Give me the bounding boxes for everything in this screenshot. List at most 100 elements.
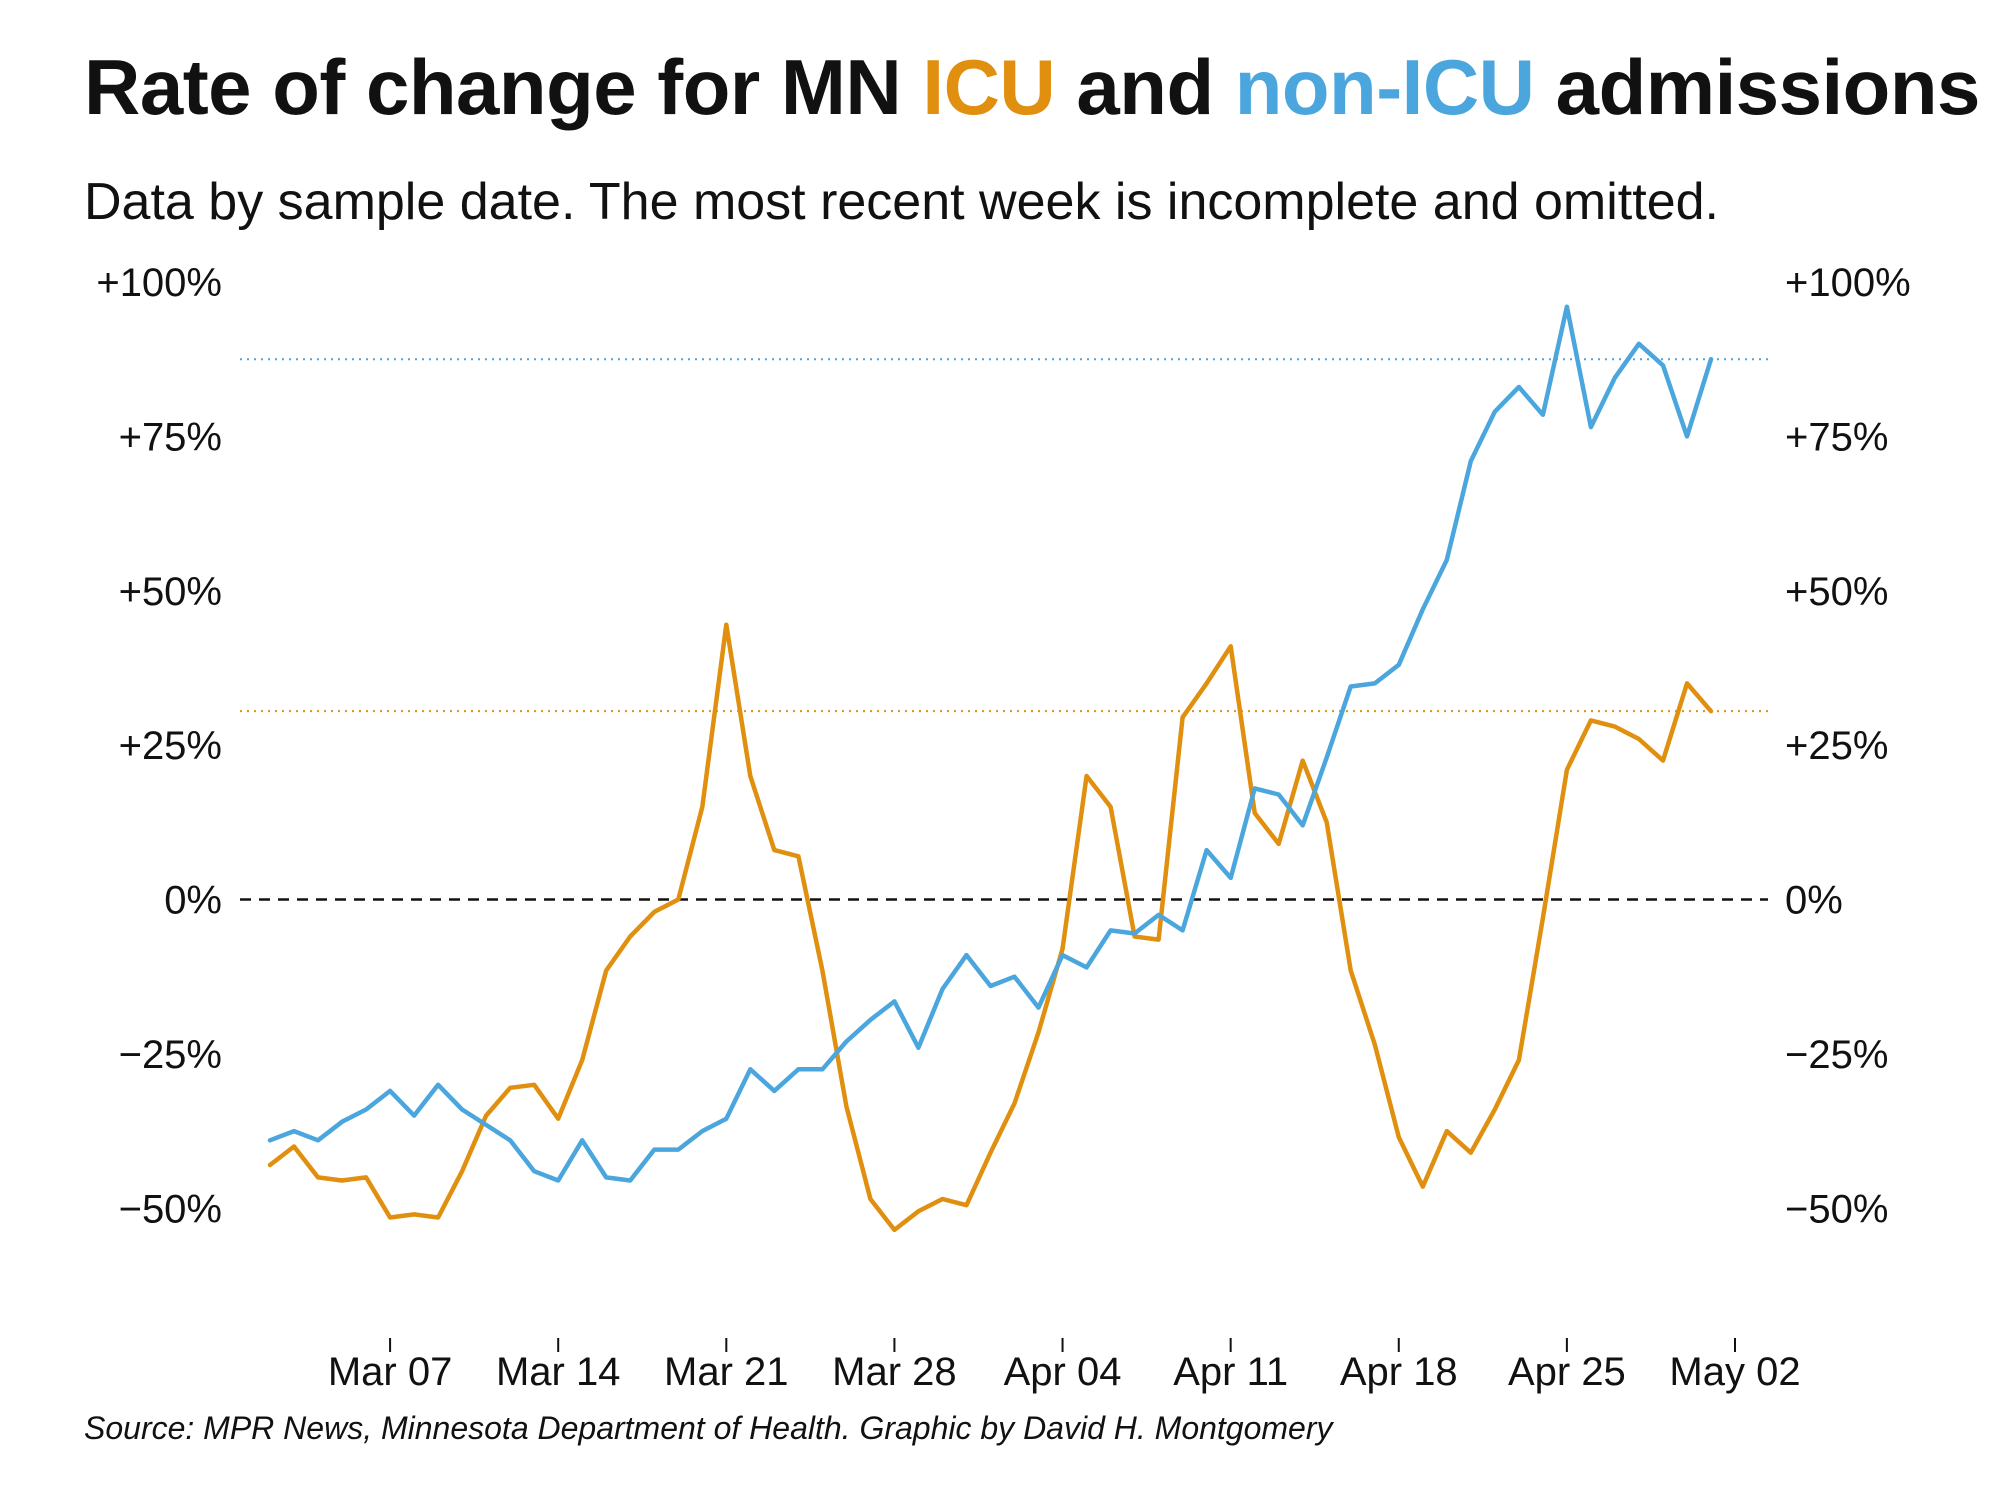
icu-data-point bbox=[748, 774, 752, 778]
x-tick-label: Apr 25 bbox=[1508, 1350, 1626, 1394]
non-icu-data-point bbox=[628, 1178, 632, 1183]
non-icu-series-line bbox=[267, 304, 1714, 1183]
y-tick-label-right: −50% bbox=[1785, 1187, 1888, 1231]
icu-data-point bbox=[1613, 725, 1617, 729]
non-icu-data-point bbox=[676, 1148, 680, 1152]
icu-data-point bbox=[1133, 934, 1137, 939]
y-tick-label-left: +25% bbox=[119, 724, 222, 768]
title-icu-keyword: ICU bbox=[922, 43, 1056, 131]
non-icu-data-point bbox=[652, 1148, 656, 1152]
icu-data-point bbox=[1493, 1107, 1497, 1112]
x-tick-label: Apr 04 bbox=[1004, 1350, 1122, 1394]
non-icu-data-point bbox=[1325, 755, 1329, 760]
icu-data-point bbox=[1373, 1043, 1377, 1047]
x-tick-label: Mar 14 bbox=[496, 1350, 621, 1394]
non-icu-data-point bbox=[556, 1178, 560, 1183]
icu-data-point bbox=[1085, 774, 1089, 778]
y-tick-label-left: −25% bbox=[119, 1033, 222, 1077]
title-middle: and bbox=[1055, 43, 1235, 131]
non-icu-data-point bbox=[1469, 459, 1473, 463]
non-icu-data-point bbox=[1012, 975, 1017, 979]
icu-data-point bbox=[700, 805, 704, 809]
icu-data-point bbox=[1661, 759, 1665, 763]
non-icu-data-point bbox=[412, 1114, 416, 1118]
non-icu-data-point bbox=[292, 1129, 296, 1133]
icu-data-point bbox=[796, 854, 801, 858]
non-icu-data-point bbox=[892, 999, 897, 1004]
icu-data-point bbox=[1517, 1058, 1521, 1062]
icu-data-point bbox=[268, 1163, 272, 1167]
reference-lines bbox=[240, 358, 1768, 713]
icu-data-point bbox=[508, 1086, 512, 1090]
icu-data-point bbox=[1349, 968, 1353, 973]
icu-data-point bbox=[1589, 718, 1593, 723]
icu-data-point bbox=[988, 1151, 993, 1155]
icu-data-point bbox=[916, 1209, 921, 1213]
title-non-icu-keyword: non-ICU bbox=[1234, 43, 1535, 131]
icu-data-point bbox=[652, 910, 656, 914]
non-icu-data-point bbox=[916, 1046, 921, 1050]
icu-data-point bbox=[724, 623, 728, 627]
non-icu-data-point bbox=[1397, 663, 1401, 667]
icu-data-point bbox=[676, 897, 680, 902]
non-icu-data-point bbox=[388, 1089, 392, 1093]
non-icu-data-point bbox=[1181, 928, 1185, 933]
non-icu-data-point bbox=[988, 984, 993, 988]
non-icu-data-point bbox=[1589, 425, 1593, 429]
icu-data-point bbox=[484, 1114, 488, 1118]
icu-data-point bbox=[1036, 1030, 1041, 1034]
non-icu-data-point bbox=[1445, 558, 1449, 562]
x-tick-label: Mar 07 bbox=[328, 1350, 453, 1394]
y-tick-label-right: 0% bbox=[1785, 879, 1843, 923]
non-icu-data-point bbox=[1637, 342, 1641, 346]
non-icu-data-point bbox=[868, 1018, 873, 1022]
non-icu-data-point bbox=[1036, 1006, 1041, 1010]
non-icu-data-point bbox=[964, 953, 969, 957]
non-icu-data-point bbox=[316, 1138, 320, 1142]
y-tick-label-right: +100% bbox=[1785, 261, 1911, 305]
icu-data-point bbox=[772, 848, 776, 852]
non-icu-data-point bbox=[1229, 876, 1233, 880]
series-group bbox=[267, 304, 1714, 1233]
non-icu-data-point bbox=[508, 1138, 512, 1142]
icu-data-point bbox=[868, 1197, 873, 1201]
x-tick-label: Mar 21 bbox=[664, 1350, 789, 1394]
icu-data-point bbox=[1109, 805, 1113, 809]
non-icu-data-point bbox=[1421, 607, 1425, 611]
icu-data-point bbox=[1301, 759, 1305, 763]
non-icu-data-point bbox=[1517, 385, 1521, 389]
non-icu-data-point bbox=[1253, 786, 1257, 791]
non-icu-data-point bbox=[748, 1067, 752, 1071]
non-icu-data-point bbox=[724, 1117, 728, 1121]
icu-data-point bbox=[1325, 820, 1329, 824]
non-icu-data-point bbox=[484, 1123, 488, 1127]
non-icu-data-point bbox=[1541, 413, 1545, 417]
non-icu-data-point bbox=[340, 1120, 344, 1124]
non-icu-data-point bbox=[1157, 913, 1161, 917]
icu-data-point bbox=[532, 1083, 536, 1087]
non-icu-data-point bbox=[1109, 928, 1113, 933]
y-tick-label-left: +100% bbox=[96, 261, 222, 305]
x-tick-label: Apr 11 bbox=[1173, 1350, 1288, 1394]
icu-data-point bbox=[1541, 916, 1545, 920]
icu-data-point bbox=[940, 1197, 945, 1201]
icu-data-point bbox=[316, 1175, 320, 1179]
icu-data-point bbox=[556, 1117, 560, 1121]
icu-data-point bbox=[1445, 1129, 1449, 1133]
non-icu-data-point bbox=[1085, 965, 1089, 970]
non-icu-data-point bbox=[1685, 434, 1689, 438]
y-tick-label-left: +75% bbox=[119, 415, 222, 459]
icu-data-point bbox=[1685, 681, 1689, 686]
icu-series-line bbox=[267, 622, 1714, 1233]
non-icu-data-point bbox=[1661, 363, 1665, 367]
non-icu-data-point bbox=[364, 1107, 368, 1112]
icu-data-point bbox=[460, 1169, 464, 1173]
icu-data-point bbox=[436, 1215, 440, 1220]
non-icu-data-point bbox=[772, 1089, 776, 1093]
non-icu-data-point bbox=[1060, 953, 1065, 957]
non-icu-data-point bbox=[532, 1169, 536, 1173]
non-icu-data-point bbox=[1301, 823, 1305, 828]
icu-data-point bbox=[1421, 1185, 1425, 1189]
non-icu-data-point bbox=[1349, 684, 1353, 689]
non-icu-data-point bbox=[436, 1083, 440, 1087]
